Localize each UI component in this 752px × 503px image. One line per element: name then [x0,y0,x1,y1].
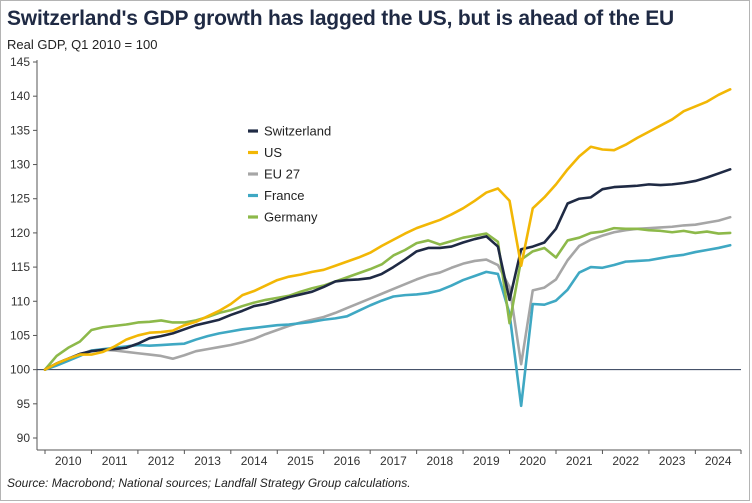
y-tick-label: 120 [10,226,30,240]
x-tick-label: 2021 [566,454,593,468]
y-tick-label: 95 [17,397,31,411]
x-tick-label: 2020 [519,454,546,468]
y-tick-label: 140 [10,89,30,103]
x-tick-label: 2022 [612,454,639,468]
y-tick-label: 145 [10,55,30,69]
x-tick-label: 2019 [473,454,500,468]
legend-label-us: US [264,145,282,160]
x-tick-label: 2015 [287,454,314,468]
y-tick-label: 130 [10,158,30,172]
y-tick-label: 115 [11,260,30,274]
chart-axes: 90 95 100 105 110 115 120 125 130 135 140 145 2010 20… [10,55,742,468]
x-tick-label: 2016 [334,454,361,468]
y-tick-label: 90 [17,431,31,445]
x-tick-label: 2012 [148,454,175,468]
series-line-eu-27 [43,215,732,371]
y-tick-label: 110 [11,294,30,308]
legend-label-germany: Germany [264,210,318,225]
y-tick-label: 125 [10,192,30,206]
x-tick-label: 2013 [194,454,221,468]
legend-label-france: France [264,188,304,203]
x-tick-label: 2018 [427,454,454,468]
chart-subtitle: Real GDP, Q1 2010 = 100 [7,37,158,52]
series-line-us [43,88,732,371]
chart-source-note: Source: Macrobond; National sources; Lan… [7,476,411,490]
chart-legend: Switzerland US EU 27 France Germany [248,124,331,225]
legend-label-eu-27: EU 27 [264,167,300,182]
chart-series [43,88,732,408]
series-line-switzerland [43,168,732,371]
y-tick-label: 135 [10,123,30,137]
x-tick-label: 2014 [241,454,268,468]
chart-title: Switzerland's GDP growth has lagged the … [7,7,675,30]
series-line-france [43,243,732,408]
legend-label-switzerland: Switzerland [264,124,331,139]
x-tick-label: 2011 [102,454,128,468]
x-tick-label: 2017 [380,454,407,468]
y-tick-label: 100 [10,363,30,377]
y-tick-label: 105 [10,328,30,342]
x-tick-label: 2010 [55,454,82,468]
series-line-germany [43,226,732,371]
x-tick-label: 2023 [659,454,686,468]
x-tick-label: 2024 [705,454,732,468]
